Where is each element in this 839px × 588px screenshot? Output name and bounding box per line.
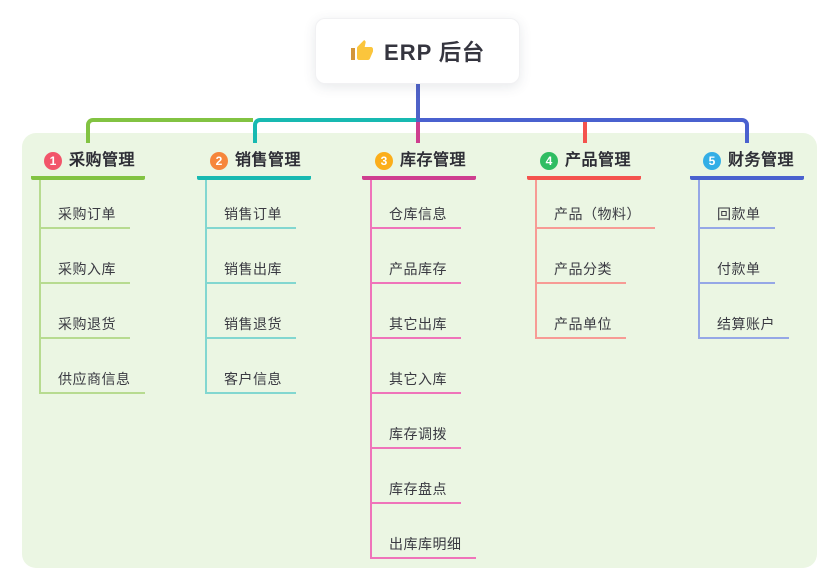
node-label: 客户信息 (224, 371, 282, 387)
branch-number-badge: 3 (375, 152, 393, 170)
thumbs-up-icon (350, 39, 374, 63)
node-label: 销售订单 (224, 206, 282, 222)
branch-title-product[interactable]: 4 产品管理 (527, 146, 642, 180)
branch-title-label: 采购管理 (69, 152, 136, 169)
node-supplier-info[interactable]: 供应商信息 (41, 339, 145, 394)
branch-title-label: 产品管理 (565, 152, 632, 169)
node-label: 产品分类 (554, 261, 612, 277)
connector-branch-product (583, 122, 587, 143)
node-product-stock[interactable]: 产品库存 (372, 229, 461, 284)
root-connector-line (416, 84, 420, 122)
root-node-label: ERP 后台 (384, 40, 485, 65)
node-label: 采购订单 (58, 206, 116, 222)
branch-number-badge: 1 (44, 152, 62, 170)
branch-inventory: 3 库存管理 仓库信息 产品库存 其它出库 其它入库 库存调拨 库存盘点 出库库… (362, 146, 477, 559)
connector-branch-purchase (86, 118, 253, 143)
node-label: 付款单 (717, 261, 761, 277)
branch-number-badge: 5 (703, 152, 721, 170)
node-purchase-order[interactable]: 采购订单 (41, 180, 130, 229)
node-product-material[interactable]: 产品（物料） (537, 180, 655, 229)
connector-branch-inventory (416, 122, 420, 143)
node-label: 采购入库 (58, 261, 116, 277)
node-label: 产品单位 (554, 316, 612, 332)
node-stock-taking[interactable]: 库存盘点 (372, 449, 461, 504)
node-label: 仓库信息 (389, 206, 447, 222)
node-payment-bill[interactable]: 付款单 (700, 229, 775, 284)
branch-children-purchase: 采购订单 采购入库 采购退货 供应商信息 (39, 180, 145, 394)
node-other-inbound[interactable]: 其它入库 (372, 339, 461, 394)
branch-title-label: 库存管理 (400, 152, 467, 169)
node-outbound-detail[interactable]: 出库库明细 (372, 504, 476, 559)
node-label: 回款单 (717, 206, 761, 222)
root-node-erp[interactable]: ERP 后台 (315, 18, 520, 84)
connector-branch-sales (253, 118, 416, 143)
thumbs-up-hand (357, 40, 374, 60)
branch-children-product: 产品（物料） 产品分类 产品单位 (535, 180, 655, 339)
node-label: 供应商信息 (58, 371, 131, 387)
node-sales-order[interactable]: 销售订单 (207, 180, 296, 229)
node-sales-return[interactable]: 销售退货 (207, 284, 296, 339)
branch-children-inventory: 仓库信息 产品库存 其它出库 其它入库 库存调拨 库存盘点 出库库明细 (370, 180, 476, 559)
node-label: 采购退货 (58, 316, 116, 332)
node-label: 销售出库 (224, 261, 282, 277)
node-sales-outbound[interactable]: 销售出库 (207, 229, 296, 284)
node-label: 产品（物料） (554, 206, 641, 222)
node-label: 其它入库 (389, 371, 447, 387)
node-purchase-return[interactable]: 采购退货 (41, 284, 130, 339)
branch-product: 4 产品管理 产品（物料） 产品分类 产品单位 (527, 146, 655, 339)
node-purchase-inbound[interactable]: 采购入库 (41, 229, 130, 284)
node-product-unit[interactable]: 产品单位 (537, 284, 626, 339)
node-receipt-bill[interactable]: 回款单 (700, 180, 775, 229)
branch-title-inventory[interactable]: 3 库存管理 (362, 146, 477, 180)
branch-children-finance: 回款单 付款单 结算账户 (698, 180, 789, 339)
node-product-category[interactable]: 产品分类 (537, 229, 626, 284)
node-customer-info[interactable]: 客户信息 (207, 339, 296, 394)
branches-panel (22, 133, 817, 568)
branch-number-badge: 4 (540, 152, 558, 170)
node-label: 结算账户 (717, 316, 775, 332)
branch-title-sales[interactable]: 2 销售管理 (197, 146, 312, 180)
branch-finance: 5 财务管理 回款单 付款单 结算账户 (690, 146, 805, 339)
node-stock-transfer[interactable]: 库存调拨 (372, 394, 461, 449)
node-label: 其它出库 (389, 316, 447, 332)
branch-purchase: 1 采购管理 采购订单 采购入库 采购退货 供应商信息 (31, 146, 146, 394)
branch-title-purchase[interactable]: 1 采购管理 (31, 146, 146, 180)
branch-children-sales: 销售订单 销售出库 销售退货 客户信息 (205, 180, 296, 394)
branch-sales: 2 销售管理 销售订单 销售出库 销售退货 客户信息 (197, 146, 312, 394)
thumbs-up-sleeve (351, 48, 356, 60)
node-label: 产品库存 (389, 261, 447, 277)
branch-title-finance[interactable]: 5 财务管理 (690, 146, 805, 180)
node-label: 销售退货 (224, 316, 282, 332)
connector-branch-finance (420, 118, 749, 143)
node-other-outbound[interactable]: 其它出库 (372, 284, 461, 339)
node-label: 库存盘点 (389, 481, 447, 497)
node-warehouse-info[interactable]: 仓库信息 (372, 180, 461, 229)
node-label: 库存调拨 (389, 426, 447, 442)
node-label: 出库库明细 (389, 536, 462, 552)
branch-title-label: 销售管理 (235, 152, 302, 169)
branch-title-label: 财务管理 (728, 152, 795, 169)
branch-number-badge: 2 (210, 152, 228, 170)
node-settlement-account[interactable]: 结算账户 (700, 284, 789, 339)
